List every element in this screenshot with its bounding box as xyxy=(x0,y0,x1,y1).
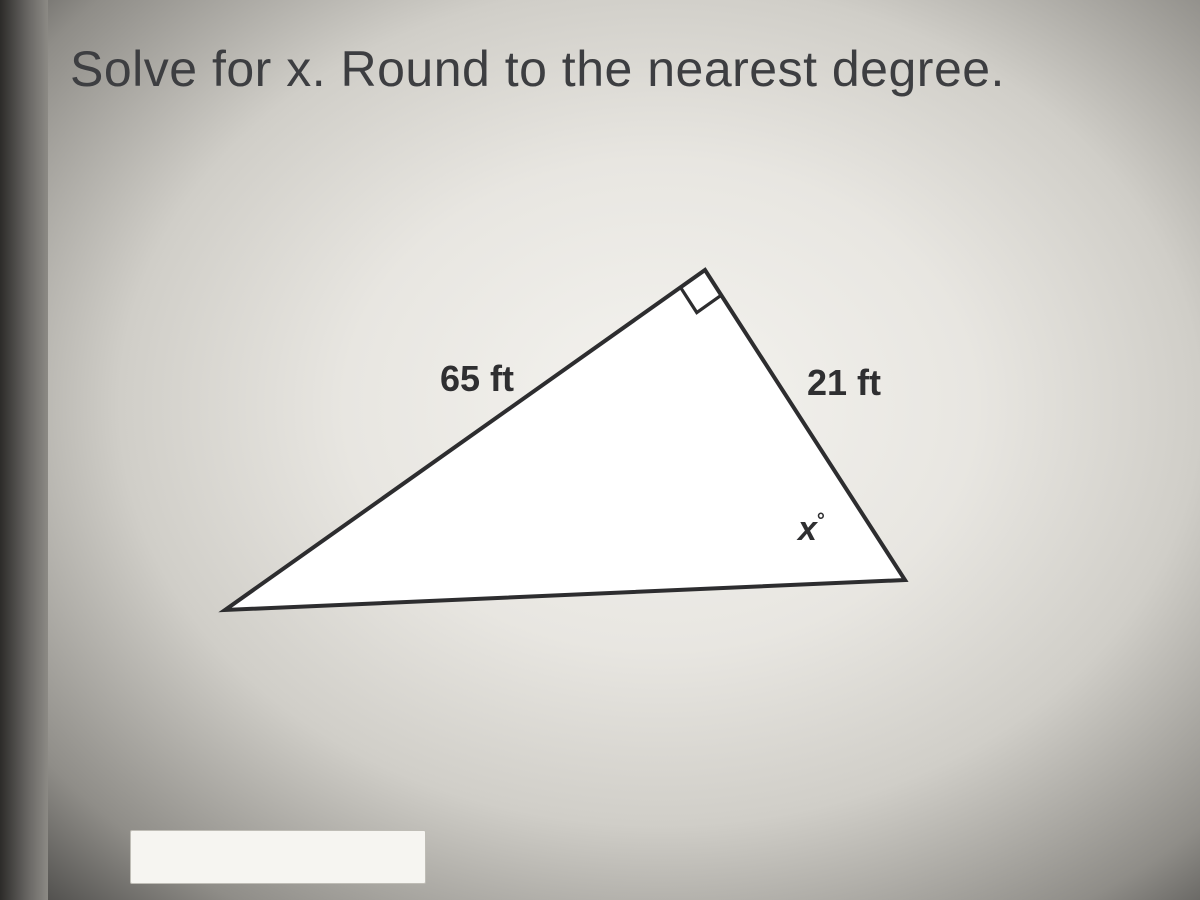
side-label-short: 21 ft xyxy=(807,362,881,404)
degree-symbol: ° xyxy=(817,510,825,532)
question-text: Solve for x. Round to the nearest degree… xyxy=(70,40,1005,98)
triangle-svg xyxy=(205,230,965,660)
left-edge-shadow xyxy=(0,0,48,900)
triangle-figure: 65 ft 21 ft x° xyxy=(205,230,965,660)
side-label-hypotenuse: 65 ft xyxy=(440,358,514,400)
page: Solve for x. Round to the nearest degree… xyxy=(0,0,1200,900)
angle-x-var: x xyxy=(798,510,817,548)
answer-input[interactable] xyxy=(130,830,426,884)
triangle-fill xyxy=(225,270,905,610)
angle-x-label: x° xyxy=(798,510,825,549)
